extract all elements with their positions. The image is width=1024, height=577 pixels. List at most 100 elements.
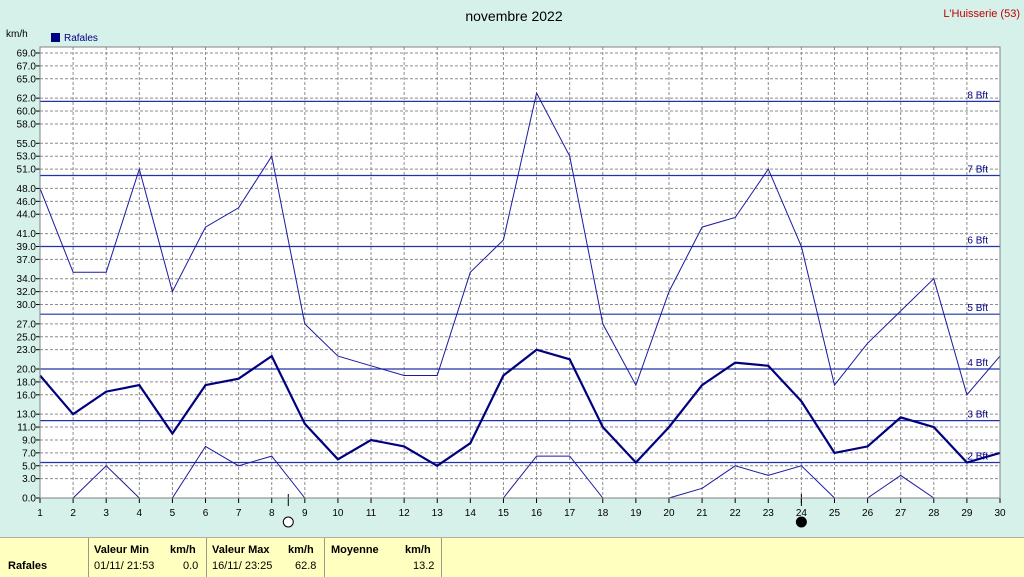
x-tick-label: 3 [103,508,109,519]
min-unit: km/h [170,544,196,556]
beaufort-lines: 2 Bft 3 Bft 4 Bft 5 Bft 6 Bft 7 Bft 8 Bft [40,90,1000,464]
x-tick-label: 20 [663,508,675,519]
y-tick-label: 7.0 [22,448,36,459]
y-tick-label: 30.0 [17,300,37,311]
y-tick-label: 48.0 [17,184,37,195]
beaufort-label: 5 Bft [967,303,988,314]
max-header: Valeur Max [212,544,270,556]
min-value: 0.0 [183,560,199,572]
chart-title: novembre 2022 [465,8,563,24]
x-tick-label: 17 [564,508,576,519]
x-tick-label: 4 [137,508,143,519]
x-tick-label: 24 [796,508,808,519]
x-tick-label: 28 [928,508,940,519]
y-tick-label: 18.0 [17,377,37,388]
min-header: Valeur Min [94,544,150,556]
y-tick-label: 37.0 [17,255,37,266]
x-tick-label: 10 [332,508,344,519]
x-tick-label: 2 [70,508,76,519]
y-tick-label: 65.0 [17,74,37,85]
y-tick-label: 51.0 [17,165,37,176]
x-tick-label: 30 [994,508,1006,519]
x-tick-label: 5 [170,508,176,519]
x-tick-label: 25 [829,508,841,519]
x-tick-label: 9 [302,508,308,519]
x-tick-label: 6 [203,508,209,519]
y-tick-label: 34.0 [17,274,37,285]
y-tick-label: 41.0 [17,229,37,240]
x-tick-label: 15 [498,508,510,519]
min-line [668,465,935,499]
y-tick-label: 27.0 [17,319,37,330]
y-tick-label: 67.0 [17,61,37,72]
series-lines [39,91,1001,499]
min-line [503,455,604,499]
y-tick-label: 9.0 [22,435,36,446]
beaufort-label: 3 Bft [967,410,988,421]
legend-label: Rafales [64,33,98,44]
x-tick-label: 14 [465,508,477,519]
beaufort-label: 2 Bft [967,452,988,463]
station-name: L'Huisserie (53) [943,8,1020,20]
stats-row-label: Rafales [8,560,48,572]
max-value: 62.8 [295,560,317,572]
mean-line [39,348,1001,468]
moon-phases [282,494,807,528]
y-tick-label: 44.0 [17,210,37,221]
x-tick-label: 13 [432,508,444,519]
y-tick-label: 46.0 [17,197,37,208]
avg-header: Moyenne [331,544,379,556]
x-tick-label: 1 [37,508,43,519]
x-tick-label: 12 [399,508,411,519]
beaufort-label: 8 Bft [967,90,988,101]
y-tick-label: 60.0 [17,107,37,118]
y-tick-label: 20.0 [17,365,37,376]
y-tick-label: 16.0 [17,390,37,401]
min-line [72,445,306,499]
y-tick-label: 55.0 [17,139,37,150]
x-tick-label: 8 [269,508,275,519]
max-when: 16/11/ 23:25 [212,560,273,572]
y-unit-label: km/h [6,29,28,40]
y-tick-label: 5.0 [22,461,36,472]
x-tick-label: 26 [862,508,874,519]
plot-frame [39,46,1001,499]
stats-panel: Rafales Valeur Min km/h 01/11/ 21:53 0.0… [0,537,1024,577]
y-tick-label: 53.0 [17,152,37,163]
x-tick-label: 7 [236,508,242,519]
stats-avg-cell: Moyenne km/h 13.2 [324,538,442,577]
x-tick-label: 27 [895,508,907,519]
x-axis: 1 2 3 4 5 6 7 8 9 10 11 12 13 14 15 16 17 18 19 20 21 22 23 24 2… [37,498,1006,519]
x-tick-label: 19 [630,508,642,519]
max-gust-line [39,91,1001,396]
stats-min-cell: Valeur Min km/h 01/11/ 21:53 0.0 [88,538,207,577]
x-tick-label: 11 [366,508,377,519]
beaufort-label: 6 Bft [967,235,988,246]
y-tick-label: 0.0 [22,494,36,505]
new-moon-icon [795,516,807,528]
avg-value: 13.2 [413,560,435,572]
stats-max-cell: Valeur Max km/h 16/11/ 23:25 62.8 [206,538,325,577]
x-tick-label: 23 [763,508,775,519]
wind-gust-chart: novembre 2022 L'Huisserie (53) km/h Rafa… [6,8,1020,528]
max-unit: km/h [288,544,314,556]
legend-swatch [51,33,60,42]
x-tick-label: 18 [597,508,609,519]
full-moon-icon [282,516,294,528]
y-tick-label: 3.0 [22,474,36,485]
y-tick-label: 32.0 [17,287,37,298]
x-tick-label: 16 [531,508,543,519]
y-tick-label: 58.0 [17,119,37,130]
plot-area [40,47,1000,498]
avg-unit: km/h [405,544,431,556]
y-tick-label: 11.0 [17,423,36,434]
x-tick-label: 21 [697,508,709,519]
y-tick-label: 69.0 [17,49,37,60]
y-axis: 0.0 3.0 5.0 7.0 9.011.0 13.0 16.0 18.020.0 23.0 2… [17,49,40,505]
beaufort-label: 7 Bft [967,165,988,176]
y-tick-label: 39.0 [17,242,37,253]
y-tick-label: 23.0 [17,345,37,356]
y-tick-label: 13.0 [17,410,37,421]
y-tick-label: 25.0 [17,332,37,343]
x-tick-label: 22 [730,508,742,519]
